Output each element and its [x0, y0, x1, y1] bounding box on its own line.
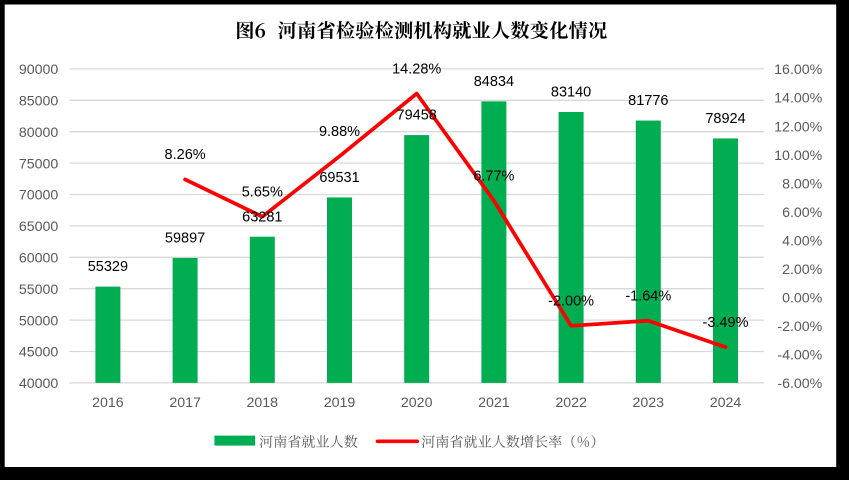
svg-text:90000: 90000	[19, 62, 59, 78]
svg-text:-6.00%: -6.00%	[777, 376, 822, 392]
svg-text:70000: 70000	[19, 188, 59, 204]
svg-text:59897: 59897	[165, 231, 205, 247]
svg-text:6.77%: 6.77%	[473, 168, 514, 184]
svg-text:45000: 45000	[19, 345, 59, 361]
svg-text:-1.64%: -1.64%	[625, 289, 671, 305]
svg-text:60000: 60000	[19, 251, 59, 267]
svg-text:-4.00%: -4.00%	[777, 348, 822, 364]
svg-text:81776: 81776	[628, 93, 668, 109]
svg-text:4.00%: 4.00%	[782, 233, 823, 249]
svg-text:-3.49%: -3.49%	[703, 315, 749, 331]
svg-text:9.88%: 9.88%	[319, 124, 360, 140]
svg-text:2024: 2024	[710, 395, 742, 411]
svg-text:14.28%: 14.28%	[392, 61, 441, 77]
svg-text:55000: 55000	[19, 282, 59, 298]
svg-text:63281: 63281	[242, 209, 282, 225]
svg-text:12.00%: 12.00%	[774, 119, 823, 135]
svg-text:10.00%: 10.00%	[774, 148, 823, 164]
svg-text:16.00%: 16.00%	[774, 62, 823, 78]
svg-text:2020: 2020	[401, 395, 433, 411]
svg-text:84834: 84834	[474, 74, 514, 90]
svg-text:5.65%: 5.65%	[242, 184, 283, 200]
svg-text:2018: 2018	[247, 395, 279, 411]
svg-text:55329: 55329	[88, 259, 128, 275]
svg-text:-2.00%: -2.00%	[548, 294, 594, 310]
svg-text:65000: 65000	[19, 219, 59, 235]
svg-text:2016: 2016	[92, 395, 124, 411]
svg-text:14.00%: 14.00%	[774, 91, 823, 107]
svg-text:78924: 78924	[705, 111, 745, 127]
svg-text:83140: 83140	[551, 85, 591, 101]
svg-text:75000: 75000	[19, 156, 59, 172]
svg-text:8.00%: 8.00%	[782, 176, 823, 192]
svg-text:2021: 2021	[478, 395, 510, 411]
svg-text:0.00%: 0.00%	[782, 291, 823, 307]
svg-text:2023: 2023	[633, 395, 665, 411]
svg-text:2017: 2017	[169, 395, 201, 411]
svg-text:6.00%: 6.00%	[782, 205, 823, 221]
svg-text:8.26%: 8.26%	[165, 147, 206, 163]
svg-text:69531: 69531	[319, 170, 359, 186]
svg-text:2.00%: 2.00%	[782, 262, 823, 278]
svg-text:80000: 80000	[19, 125, 59, 141]
svg-text:79458: 79458	[397, 108, 437, 124]
svg-text:50000: 50000	[19, 313, 59, 329]
svg-text:85000: 85000	[19, 94, 59, 110]
svg-text:2022: 2022	[555, 395, 587, 411]
svg-text:40000: 40000	[19, 376, 59, 392]
svg-text:2019: 2019	[324, 395, 356, 411]
svg-text:-2.00%: -2.00%	[777, 319, 822, 335]
